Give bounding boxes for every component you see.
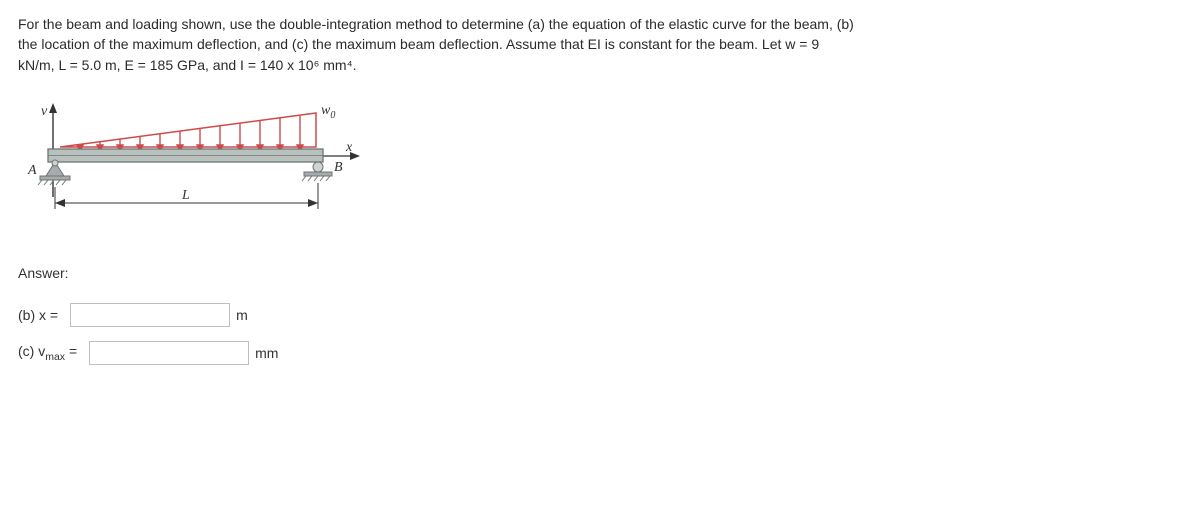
problem-line-3: kN/m, L = 5.0 m, E = 185 GPa, and I = 14… [18, 57, 356, 73]
support-a-label: A [27, 163, 37, 178]
answer-heading: Answer: [18, 265, 1182, 281]
axis-x-label: x [345, 140, 353, 155]
answer-b-label: (b) x = [18, 307, 58, 323]
answer-c-input[interactable] [89, 341, 249, 365]
answer-b-input[interactable] [70, 303, 230, 327]
problem-line-2: the location of the maximum deflection, … [18, 36, 819, 52]
answer-row-b: (b) x = m [18, 303, 1182, 327]
answer-c-label: (c) vmax = [18, 343, 77, 363]
answer-row-c: (c) vmax = mm [18, 341, 1182, 365]
problem-statement: For the beam and loading shown, use the … [18, 14, 1148, 75]
answer-c-unit: mm [255, 345, 278, 361]
answer-b-unit: m [236, 307, 248, 323]
axis-v-label: v [41, 104, 48, 119]
answer-section: Answer: (b) x = m (c) vmax = mm [18, 265, 1182, 365]
beam-diagram: v x w0 [18, 101, 1182, 229]
svg-text:w0: w0 [321, 103, 335, 121]
support-b-label: B [334, 160, 343, 175]
problem-line-1: For the beam and loading shown, use the … [18, 16, 854, 32]
length-label: L [181, 188, 190, 203]
